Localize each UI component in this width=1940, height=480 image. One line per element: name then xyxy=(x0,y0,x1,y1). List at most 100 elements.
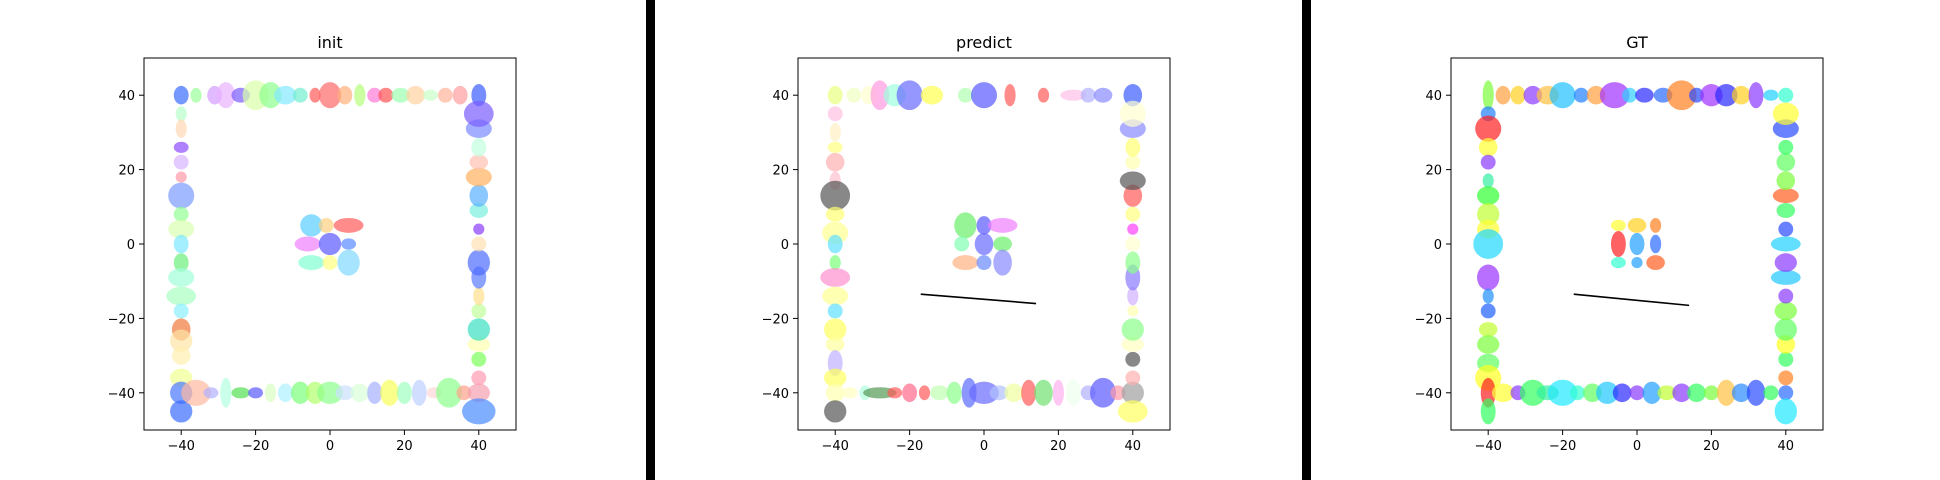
ellipse-mark xyxy=(467,249,490,276)
ellipse-mark xyxy=(974,232,994,256)
ellipse-mark xyxy=(274,85,297,105)
ellipse-mark xyxy=(1776,152,1796,172)
x-tick-label: 20 xyxy=(1050,439,1067,454)
ellipse-mark xyxy=(1776,335,1796,354)
ellipse-mark xyxy=(175,106,187,122)
ellipse-mark xyxy=(175,171,187,183)
ellipse-mark xyxy=(456,385,472,401)
ellipse-mark xyxy=(467,318,490,341)
ellipse-mark xyxy=(173,154,189,170)
ellipse-mark xyxy=(467,383,490,403)
plot-marks xyxy=(820,80,1148,423)
ellipse-mark xyxy=(952,255,979,271)
ellipse-mark xyxy=(976,216,992,235)
ellipse-mark xyxy=(1646,255,1665,271)
ellipse-mark xyxy=(842,387,858,399)
ellipse-mark xyxy=(1478,322,1498,337)
ellipse-mark xyxy=(1125,206,1141,222)
ellipse-mark xyxy=(1774,318,1797,341)
ellipse-mark xyxy=(822,221,849,244)
ellipse-mark xyxy=(173,206,189,222)
ellipse-mark xyxy=(1763,385,1779,401)
path-line xyxy=(1573,293,1690,307)
ellipse-mark xyxy=(827,106,843,122)
ellipse-mark xyxy=(1627,217,1647,233)
ellipse-mark xyxy=(1037,87,1050,103)
ellipse-mark xyxy=(469,184,489,207)
ellipse-mark xyxy=(1125,370,1141,386)
ellipse-mark xyxy=(920,85,944,105)
ellipse-mark xyxy=(1123,84,1143,107)
ellipse-mark xyxy=(1715,84,1738,107)
ellipse-mark xyxy=(1642,381,1662,404)
ellipse-mark xyxy=(471,84,487,107)
ellipse-mark xyxy=(1746,379,1766,406)
x-tick-label: 40 xyxy=(1778,439,1795,454)
ellipse-mark xyxy=(175,119,187,138)
x-tick-label: 0 xyxy=(1633,439,1641,454)
ellipse-mark xyxy=(1119,171,1146,191)
panel-3: −40 −20 0 20 40 −40 −20 0 20 40 GT xyxy=(1415,33,1824,454)
ellipse-mark xyxy=(825,206,845,222)
ellipse-mark xyxy=(473,223,485,235)
ellipse-mark xyxy=(298,255,325,271)
y-tick-label: −40 xyxy=(1415,387,1442,402)
ellipse-mark xyxy=(171,346,191,365)
ellipse-mark xyxy=(824,318,847,341)
ellipse-mark xyxy=(471,236,487,252)
ellipse-mark xyxy=(337,85,353,105)
ellipse-mark xyxy=(1596,381,1619,404)
ellipse-mark xyxy=(1586,85,1606,105)
ellipse-mark xyxy=(1080,87,1096,103)
ellipse-mark xyxy=(173,234,189,254)
ellipse-mark xyxy=(969,381,999,404)
ellipse-mark xyxy=(1776,171,1796,191)
ellipse-mark xyxy=(292,87,308,103)
ellipse-mark xyxy=(335,385,355,401)
ellipse-mark xyxy=(1510,85,1526,105)
ellipse-mark xyxy=(462,398,496,425)
ellipse-mark xyxy=(1482,173,1494,189)
ellipse-mark xyxy=(1052,379,1064,406)
ellipse-mark xyxy=(1004,84,1016,107)
ellipse-mark xyxy=(1629,385,1645,401)
ellipse-mark xyxy=(367,381,383,404)
ellipse-mark xyxy=(1034,379,1053,406)
panel-divider-right xyxy=(1302,0,1311,480)
ellipse-mark xyxy=(259,82,282,109)
ellipse-mark xyxy=(1480,303,1496,319)
panel-divider-left xyxy=(646,0,655,480)
ellipse-mark xyxy=(1776,203,1796,218)
ellipse-mark xyxy=(822,286,849,306)
ellipse-mark xyxy=(825,152,845,172)
ellipse-mark xyxy=(827,303,843,319)
ellipse-mark xyxy=(1672,383,1691,403)
ellipse-mark xyxy=(1573,87,1589,103)
path-line xyxy=(920,293,1037,305)
x-tick-label: 40 xyxy=(1125,439,1142,454)
ellipse-mark xyxy=(1547,379,1578,406)
ellipse-mark xyxy=(168,182,195,209)
ellipse-mark xyxy=(902,383,918,403)
y-tick-label: 20 xyxy=(772,164,789,179)
ellipse-mark xyxy=(1629,232,1645,256)
ellipse-mark xyxy=(970,82,998,109)
ellipse-mark xyxy=(367,87,383,103)
x-tick-label: 20 xyxy=(396,439,413,454)
ellipse-mark xyxy=(1065,379,1081,406)
ellipse-mark xyxy=(380,379,399,406)
ellipse-mark xyxy=(467,337,490,352)
panel-1: −40 −20 0 20 40 −40 −20 0 20 40 init xyxy=(108,33,517,454)
ellipse-mark xyxy=(173,141,189,153)
ellipse-mark xyxy=(318,217,334,233)
ellipse-mark xyxy=(1622,87,1638,103)
ellipse-mark xyxy=(1021,379,1037,406)
ellipse-mark xyxy=(1772,188,1799,204)
x-tick-label: −40 xyxy=(1474,439,1501,454)
ellipse-mark xyxy=(318,232,342,256)
ellipse-mark xyxy=(1772,119,1799,138)
ellipse-mark xyxy=(1731,85,1751,105)
ellipse-mark xyxy=(168,268,195,287)
ellipse-mark xyxy=(473,286,485,306)
